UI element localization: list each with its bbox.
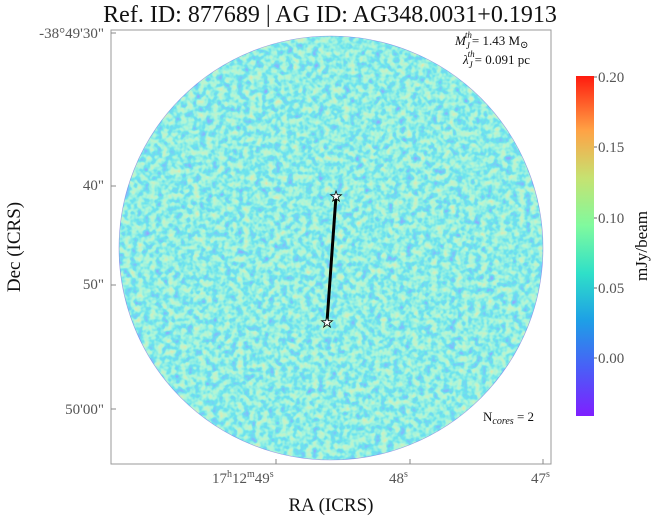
x-tick-marks — [275, 459, 544, 464]
y-tick-label: -38°49'30" — [39, 26, 104, 42]
x-axis-label: RA (ICRS) — [289, 495, 374, 516]
x-tick-label: 17h12m49s — [212, 469, 274, 487]
x-ticks: 17h12m49s 48s 47s — [212, 469, 550, 487]
core-marker-2: ★ — [321, 316, 334, 331]
core-link — [325, 195, 338, 323]
x-tick-label: 48s — [389, 469, 408, 487]
svg-text:λJth= 0.091 pc: λJth= 0.091 pc — [462, 49, 530, 70]
y-ticks: -38°49'30" 40" 50" 50'00" — [39, 26, 104, 418]
heatmap-edge — [118, 35, 544, 461]
colorbar-tick-label: 0.00 — [598, 351, 624, 367]
svg-text:MJth= 1.43 M⊙: MJth= 1.43 M⊙ — [454, 30, 528, 51]
colorbar-tick-label: 0.05 — [598, 281, 624, 297]
y-tick-label: 50" — [83, 277, 104, 293]
y-tick-label: 40" — [83, 178, 104, 194]
mass-annotation: MJth= 1.43 M⊙ — [454, 30, 528, 51]
colorbar-ticks: 0.20 0.15 0.10 0.05 0.00 — [594, 70, 624, 367]
colorbar-tick-label: 0.10 — [598, 211, 624, 227]
lambda-annotation: λJth= 0.091 pc — [462, 49, 530, 70]
y-tick-marks — [111, 32, 116, 410]
colorbar-tick-label: 0.15 — [598, 140, 624, 156]
y-axis-label: Dec (ICRS) — [4, 202, 25, 292]
core-marker-1: ★ — [330, 190, 343, 205]
x-tick-label: 47s — [531, 469, 550, 487]
y-tick-label: 50'00" — [65, 402, 104, 418]
colorbar — [576, 76, 594, 416]
colorbar-tick-label: 0.20 — [598, 70, 624, 86]
chart-title: Ref. ID: 877689 | AG ID: AG348.0031+0.19… — [103, 2, 557, 28]
ncores-annotation: Ncores = 2 — [483, 409, 534, 427]
colorbar-label: mJy/beam — [632, 211, 651, 281]
